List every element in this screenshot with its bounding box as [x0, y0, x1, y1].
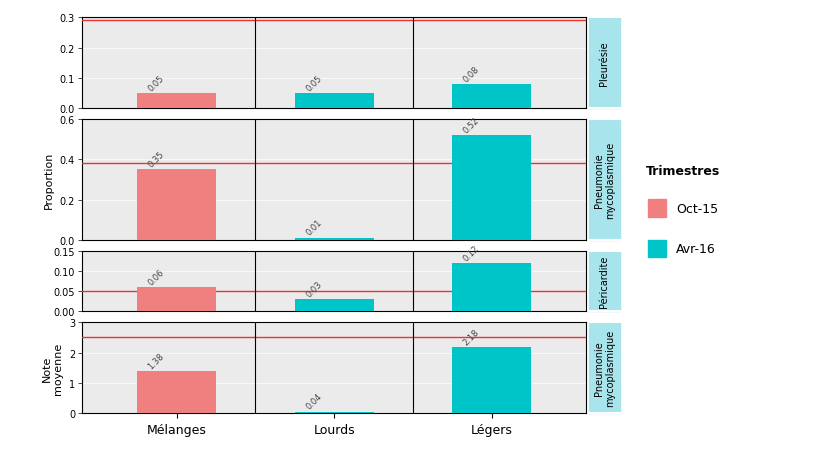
Bar — [294, 239, 373, 241]
Text: 0.01: 0.01 — [304, 218, 324, 237]
Bar — [452, 347, 531, 413]
Bar — [452, 136, 531, 241]
Text: 0.05: 0.05 — [304, 73, 324, 93]
Y-axis label: Proportion: Proportion — [44, 151, 54, 209]
Text: 1.38: 1.38 — [147, 351, 166, 370]
Text: Pneumonie
mycoplasmique: Pneumonie mycoplasmique — [593, 329, 614, 406]
Text: 0.03: 0.03 — [304, 280, 324, 299]
Text: Pleurésie: Pleurésie — [599, 41, 609, 86]
Bar — [294, 300, 373, 312]
Bar — [137, 94, 215, 109]
Text: 0.04: 0.04 — [304, 392, 324, 411]
Text: 0.08: 0.08 — [461, 64, 481, 84]
Bar — [137, 170, 215, 241]
Bar — [452, 263, 531, 312]
Text: Péricardite: Péricardite — [599, 255, 609, 308]
Text: 2.18: 2.18 — [461, 327, 481, 347]
Y-axis label: Note
moyenne: Note moyenne — [42, 342, 63, 394]
Text: Pneumonie
mycoplasmique: Pneumonie mycoplasmique — [593, 141, 614, 218]
Text: 0.52: 0.52 — [461, 115, 481, 134]
Legend: Oct-15, Avr-16: Oct-15, Avr-16 — [645, 165, 719, 257]
Text: 0.35: 0.35 — [147, 150, 166, 169]
Text: 0.12: 0.12 — [461, 243, 481, 263]
Bar — [294, 412, 373, 413]
Bar — [294, 94, 373, 109]
Text: 0.06: 0.06 — [147, 268, 166, 287]
Bar — [137, 287, 215, 312]
Bar — [137, 371, 215, 413]
Text: 0.05: 0.05 — [147, 73, 165, 93]
Bar — [452, 85, 531, 109]
